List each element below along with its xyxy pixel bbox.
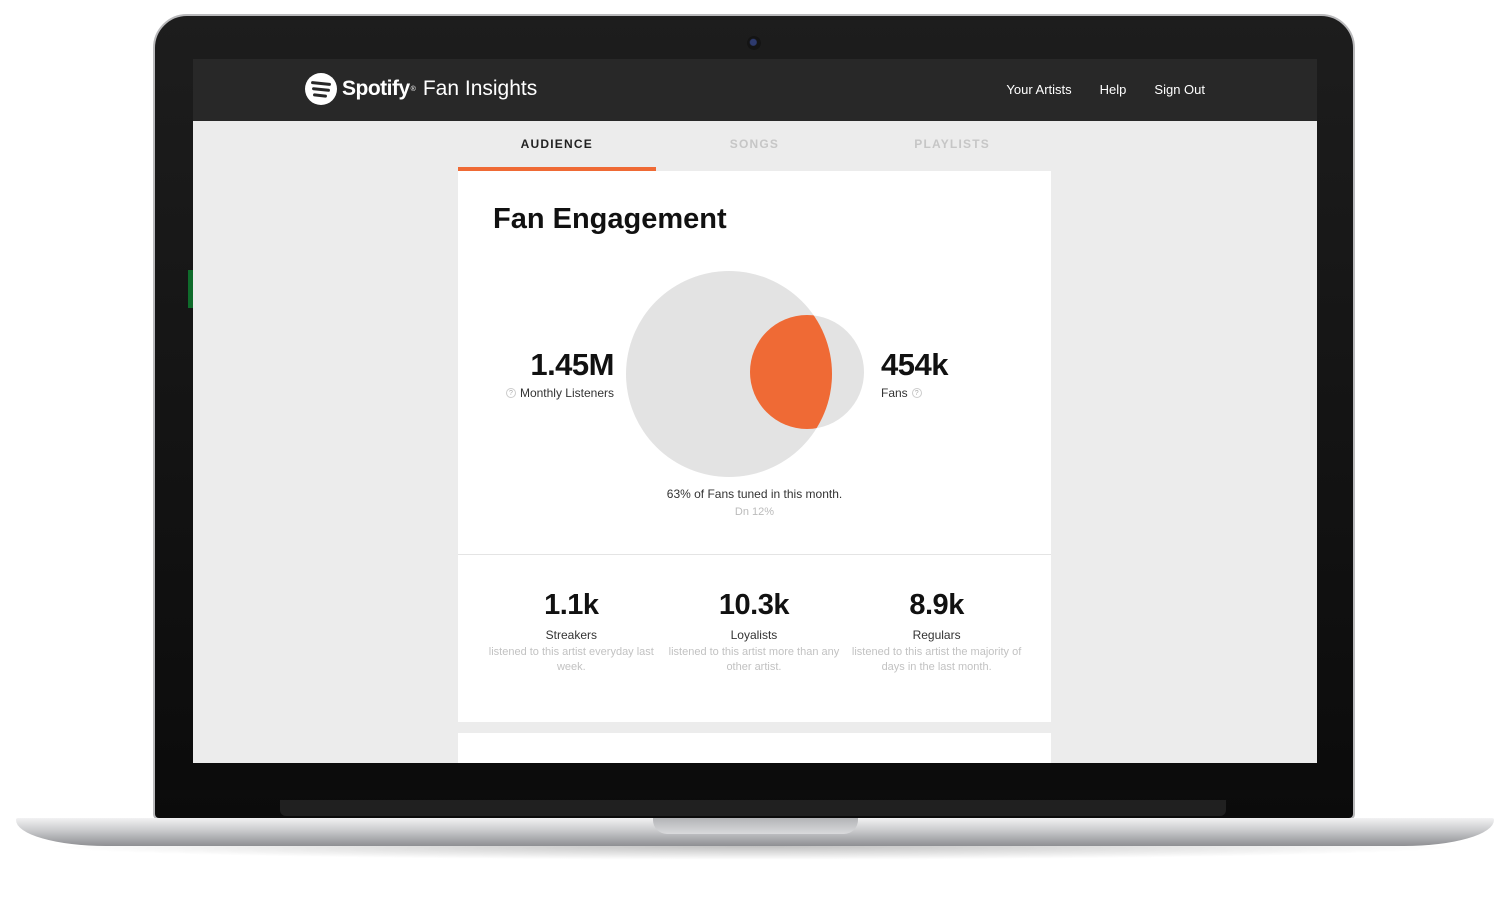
spotify-logo-icon bbox=[305, 73, 337, 105]
overlap-region bbox=[750, 315, 832, 429]
tab-audience[interactable]: AUDIENCE bbox=[458, 121, 656, 171]
segment-regulars: 8.9k Regulars listened to this artist th… bbox=[845, 589, 1028, 675]
fans-label: Fans bbox=[881, 386, 908, 400]
divider bbox=[458, 554, 1051, 555]
fan-engagement-card: Fan Engagement 1.45M ? Monthly Listeners… bbox=[458, 171, 1051, 722]
engagement-caption: 63% of Fans tuned in this month. bbox=[666, 487, 843, 501]
camera-icon bbox=[747, 36, 761, 50]
card-title: Fan Engagement bbox=[493, 203, 727, 235]
segment-description: listened to this artist everyday last we… bbox=[488, 646, 654, 673]
segment-label: Loyalists bbox=[730, 628, 778, 642]
top-nav: Your Artists Help Sign Out bbox=[1006, 82, 1205, 97]
laptop-chin bbox=[280, 800, 1226, 816]
segment-value: 8.9k bbox=[909, 589, 964, 621]
top-bar: Spotify ® Fan Insights Your Artists Help… bbox=[193, 59, 1317, 121]
monthly-listeners-label-row: ? Monthly Listeners bbox=[496, 386, 614, 400]
help-icon[interactable]: ? bbox=[911, 388, 922, 398]
engagement-change: Dn 12% bbox=[734, 506, 775, 518]
tab-bar: AUDIENCE SONGS PLAYLISTS bbox=[458, 121, 1051, 171]
segment-label: Streakers bbox=[545, 628, 597, 642]
brand-name: Spotify bbox=[342, 77, 410, 100]
segment-label: Regulars bbox=[912, 628, 961, 642]
help-icon[interactable]: ? bbox=[505, 388, 516, 398]
monthly-listeners-value: 1.45M bbox=[530, 347, 614, 382]
nav-help[interactable]: Help bbox=[1099, 82, 1127, 97]
tab-songs[interactable]: SONGS bbox=[729, 137, 780, 151]
tab-playlists[interactable]: PLAYLISTS bbox=[914, 137, 990, 151]
segment-description: listened to this artist the majority of … bbox=[851, 646, 1022, 673]
fans-stat: 454k Fans ? bbox=[881, 347, 1001, 400]
fans-value: 454k bbox=[881, 347, 948, 382]
laptop-opening-notch bbox=[653, 818, 858, 834]
segment-value: 10.3k bbox=[718, 589, 790, 621]
segment-description: listened to this artist more than any ot… bbox=[668, 646, 840, 673]
monthly-listeners-stat: 1.45M ? Monthly Listeners bbox=[496, 347, 615, 400]
segment-streakers: 1.1k Streakers listened to this artist e… bbox=[480, 589, 663, 675]
segment-value: 1.1k bbox=[544, 589, 599, 621]
brand-mark: ® bbox=[410, 85, 416, 93]
nav-your-artists[interactable]: Your Artists bbox=[1006, 82, 1072, 97]
nav-sign-out[interactable]: Sign Out bbox=[1154, 82, 1205, 97]
product-name: Fan Insights bbox=[422, 77, 538, 100]
side-indicator bbox=[188, 270, 193, 308]
screen: Spotify ® Fan Insights Your Artists Help… bbox=[193, 59, 1317, 763]
next-card bbox=[458, 733, 1051, 763]
fans-label-row: Fans ? bbox=[881, 386, 1001, 400]
segment-loyalists: 10.3k Loyalists listened to this artist … bbox=[663, 589, 846, 675]
logo[interactable]: Spotify ® Fan Insights bbox=[305, 73, 537, 105]
laptop-shadow bbox=[40, 846, 1470, 860]
venn-diagram bbox=[626, 271, 864, 477]
fan-segments: 1.1k Streakers listened to this artist e… bbox=[480, 589, 1028, 675]
monthly-listeners-label: Monthly Listeners bbox=[519, 386, 614, 400]
